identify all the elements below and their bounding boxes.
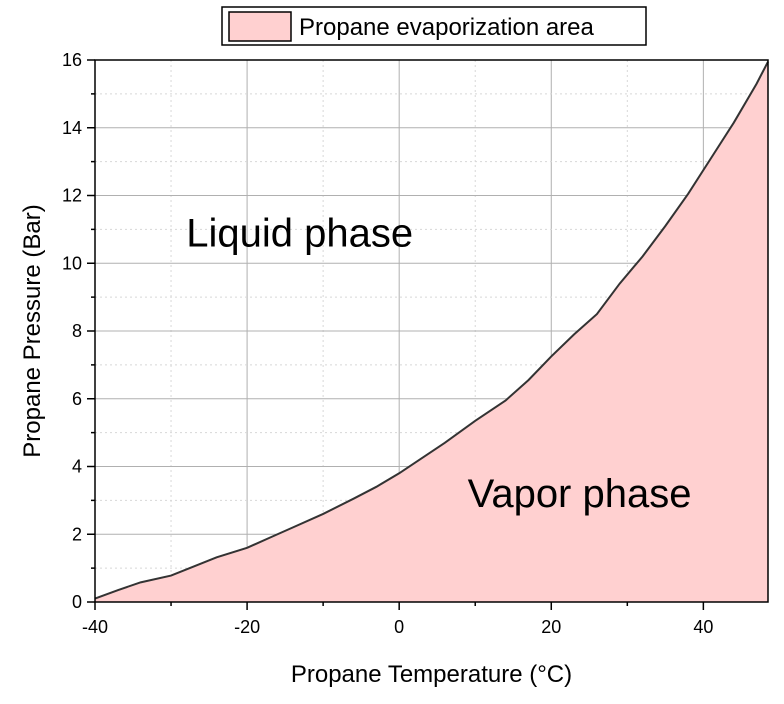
x-tick-label: -40 (82, 617, 108, 637)
legend-box (221, 6, 647, 46)
axis-ticks (87, 59, 705, 610)
x-tick-label: -20 (234, 617, 260, 637)
legend-entry-label: Propane evaporization area (299, 14, 595, 41)
y-tick-label: 8 (72, 321, 82, 341)
legend-swatch (228, 11, 292, 42)
y-tick-label: 16 (62, 50, 82, 70)
y-tick-label: 12 (62, 186, 82, 206)
y-tick-label: 2 (72, 524, 82, 544)
y-tick-label: 14 (62, 118, 82, 138)
liquid-phase-label: Liquid phase (186, 211, 413, 255)
x-axis-title: Propane Temperature (°C) (291, 661, 572, 688)
vapor-pressure-curve (94, 61, 769, 600)
y-tick-label: 10 (62, 253, 82, 273)
y-tick-label: 6 (72, 389, 82, 409)
vapor-phase-label: Vapor phase (468, 472, 692, 516)
y-axis-title: Propane Pressure (Bar) (19, 204, 46, 457)
evaporization-area-fill (95, 61, 768, 602)
legend: Propane evaporization area (221, 6, 647, 46)
y-tick-label: 0 (72, 592, 82, 612)
x-tick-label: 0 (394, 617, 404, 637)
x-tick-label: 40 (693, 617, 713, 637)
tick-labels: -40 -20 0 20 40 0 2 4 6 8 10 12 14 16 (62, 50, 713, 637)
y-tick-label: 4 (72, 457, 82, 477)
x-tick-label: 20 (541, 617, 561, 637)
